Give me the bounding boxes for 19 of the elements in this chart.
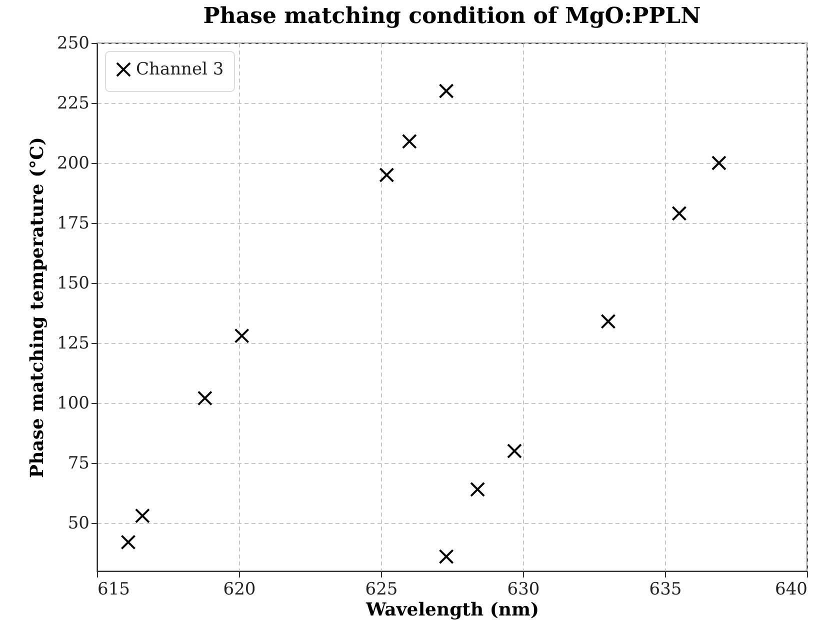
x-tick-label: 620 — [223, 580, 256, 600]
y-tick-label: 200 — [57, 154, 90, 174]
y-tick-label: 75 — [68, 454, 90, 474]
y-tick-label: 225 — [57, 94, 90, 114]
x-axis-title: Wavelength (nm) — [364, 600, 540, 620]
y-tick-label: 125 — [57, 334, 90, 354]
x-tick-label: 630 — [507, 580, 540, 600]
x-tick-label: 640 — [775, 580, 808, 600]
y-tick-label: 50 — [68, 514, 90, 534]
y-tick-label: 250 — [57, 34, 90, 54]
x-tick-label: 615 — [98, 580, 130, 600]
y-axis-title: Phase matching temperature (°C) — [27, 137, 48, 478]
legend-label: Channel 3 — [136, 60, 224, 80]
x-tick-label: 625 — [365, 580, 398, 600]
chart-title: Phase matching condition of MgO:PPLN — [203, 3, 701, 29]
y-tick-label: 150 — [57, 274, 90, 294]
x-tick-label: 635 — [649, 580, 682, 600]
y-tick-label: 175 — [57, 214, 90, 234]
y-tick-label: 100 — [57, 394, 90, 414]
